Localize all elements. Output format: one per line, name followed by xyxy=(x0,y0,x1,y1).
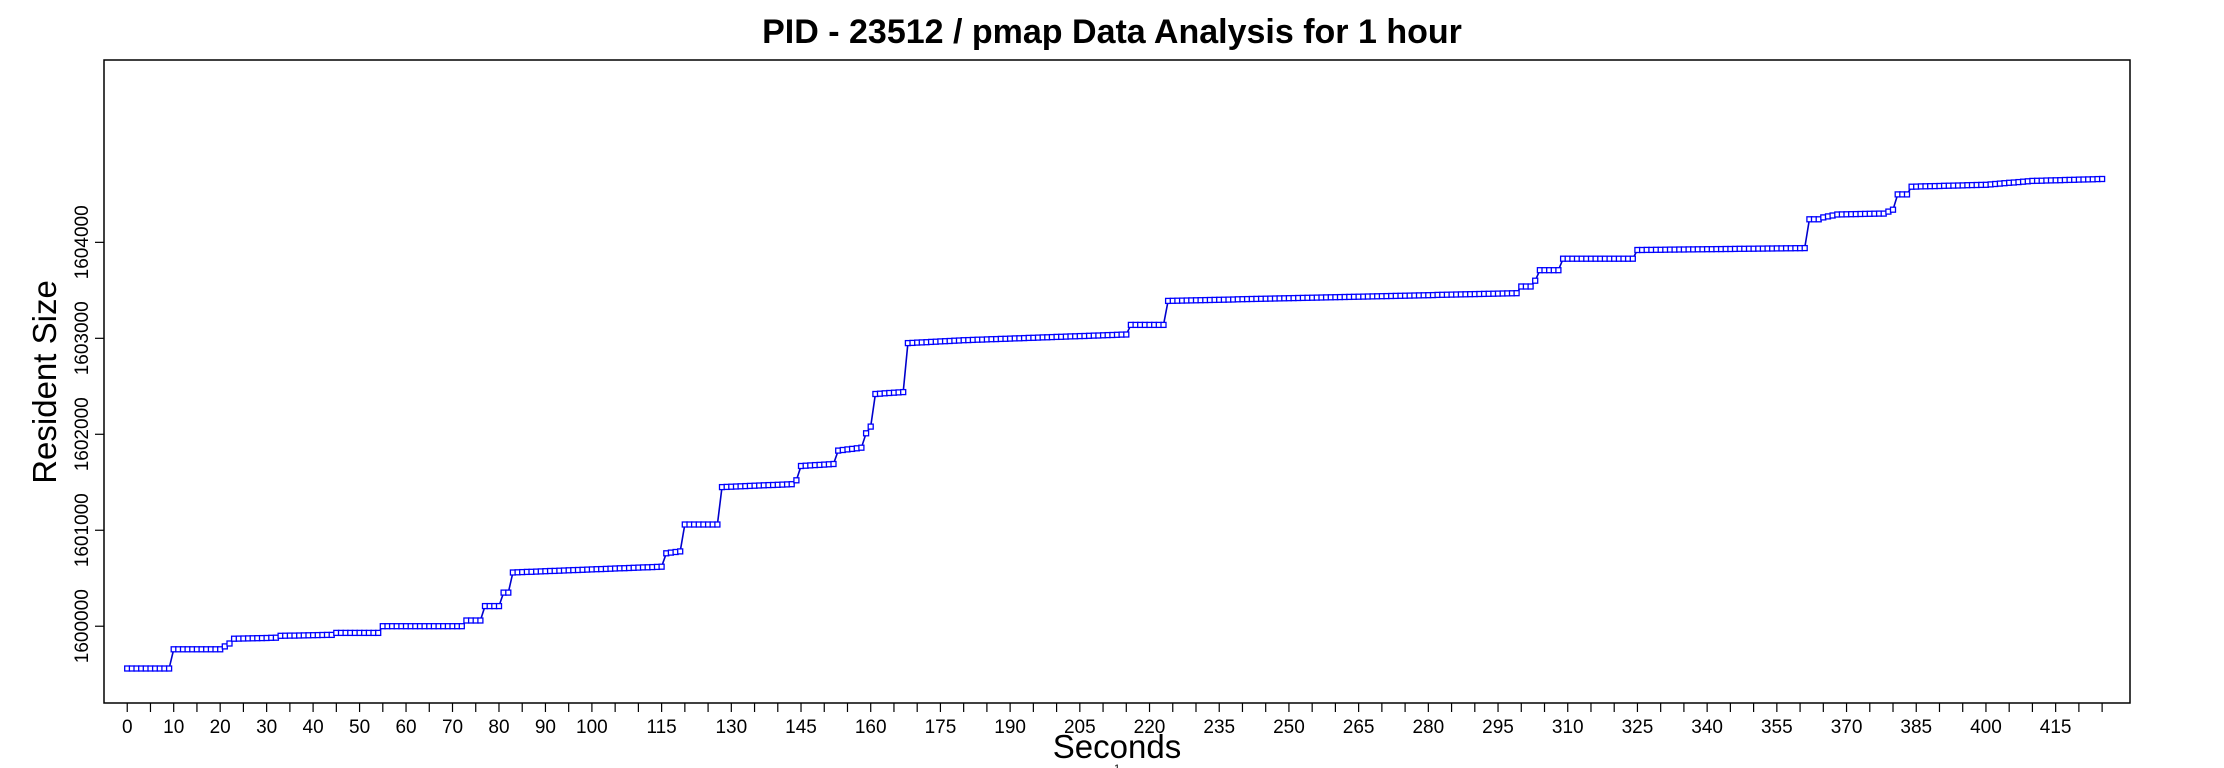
data-point xyxy=(714,521,721,528)
data-point xyxy=(505,589,512,596)
data-point xyxy=(375,629,382,637)
x-tick-label: 90 xyxy=(535,717,556,738)
data-point xyxy=(1629,255,1636,262)
y-tick-label: 1604000 xyxy=(72,205,93,279)
x-axis-title: Seconds xyxy=(1053,728,1181,765)
data-point xyxy=(495,602,503,610)
footnote: 1 xyxy=(1114,763,1120,768)
x-tick-label: 415 xyxy=(2040,717,2072,738)
data-point xyxy=(1903,191,1911,198)
x-tick-label: 70 xyxy=(442,717,463,738)
y-tick-label: 1603000 xyxy=(72,301,93,375)
x-tick-label: 100 xyxy=(576,717,608,738)
data-point xyxy=(830,460,837,468)
x-tick-label: 280 xyxy=(1412,717,1444,738)
x-tick-label: 355 xyxy=(1761,717,1793,738)
data-point xyxy=(165,665,173,672)
x-tick-label: 160 xyxy=(855,717,887,738)
x-tick-label: 250 xyxy=(1273,717,1305,738)
data-point xyxy=(658,563,665,570)
data-point xyxy=(1532,277,1539,284)
data-point xyxy=(1123,331,1130,338)
x-tick-label: 385 xyxy=(1900,717,1932,738)
x-tick-label: 0 xyxy=(122,717,133,738)
data-point xyxy=(1801,244,1808,252)
data-point xyxy=(477,617,484,624)
y-tick-label: 1601000 xyxy=(72,493,93,567)
x-tick-label: 400 xyxy=(1970,717,2002,738)
data-point xyxy=(458,623,465,630)
plot-frame xyxy=(103,59,2131,704)
x-tick-label: 80 xyxy=(488,717,509,738)
data-point xyxy=(677,548,684,555)
x-tick-label: 20 xyxy=(210,717,231,738)
chart-title: PID - 23512 / pmap Data Analysis for 1 h… xyxy=(762,13,1462,51)
data-point xyxy=(1513,290,1520,297)
x-tick-label: 40 xyxy=(303,717,324,738)
data-point xyxy=(1160,321,1167,329)
x-tick-label: 340 xyxy=(1691,717,1723,738)
data-point xyxy=(2098,175,2106,183)
x-tick-label: 145 xyxy=(785,717,817,738)
x-tick-label: 190 xyxy=(994,717,1026,738)
x-tick-label: 130 xyxy=(715,717,747,738)
y-axis: 1600000 1601000 1602000 1603000 1604000 xyxy=(72,205,104,663)
data-point xyxy=(1527,283,1534,290)
x-tick-label: 370 xyxy=(1831,717,1863,738)
data-point xyxy=(793,477,800,484)
data-point xyxy=(226,640,233,647)
y-axis-title: Resident Size xyxy=(26,280,63,484)
y-tick-label: 1602000 xyxy=(72,397,93,471)
data-point xyxy=(858,444,865,451)
data-point xyxy=(900,388,907,396)
x-tick-label: 205 xyxy=(1064,717,1096,738)
data-point xyxy=(862,430,870,437)
x-tick-label: 175 xyxy=(925,717,957,738)
x-tick-label: 325 xyxy=(1622,717,1654,738)
series-line xyxy=(127,178,2103,670)
x-axis: 0 10 20 30 40 50 60 70 80 90 100 115 130 145 160 175 190… xyxy=(122,703,2103,738)
data-point xyxy=(788,481,795,488)
x-tick-label: 295 xyxy=(1482,717,1514,738)
x-tick-label: 265 xyxy=(1343,717,1375,738)
data-point xyxy=(1889,206,1897,213)
y-tick-label: 1600000 xyxy=(72,589,93,663)
x-tick-label: 10 xyxy=(163,717,184,738)
x-tick-label: 60 xyxy=(395,717,416,738)
data-point xyxy=(867,423,874,430)
x-tick-label: 220 xyxy=(1134,717,1166,738)
x-tick-label: 310 xyxy=(1552,717,1584,738)
data-series xyxy=(124,175,2106,672)
x-tick-label: 30 xyxy=(256,717,277,738)
x-tick-label: 235 xyxy=(1203,717,1235,738)
data-point xyxy=(1555,267,1562,274)
x-tick-label: 115 xyxy=(646,717,676,738)
x-tick-label: 50 xyxy=(349,717,370,738)
